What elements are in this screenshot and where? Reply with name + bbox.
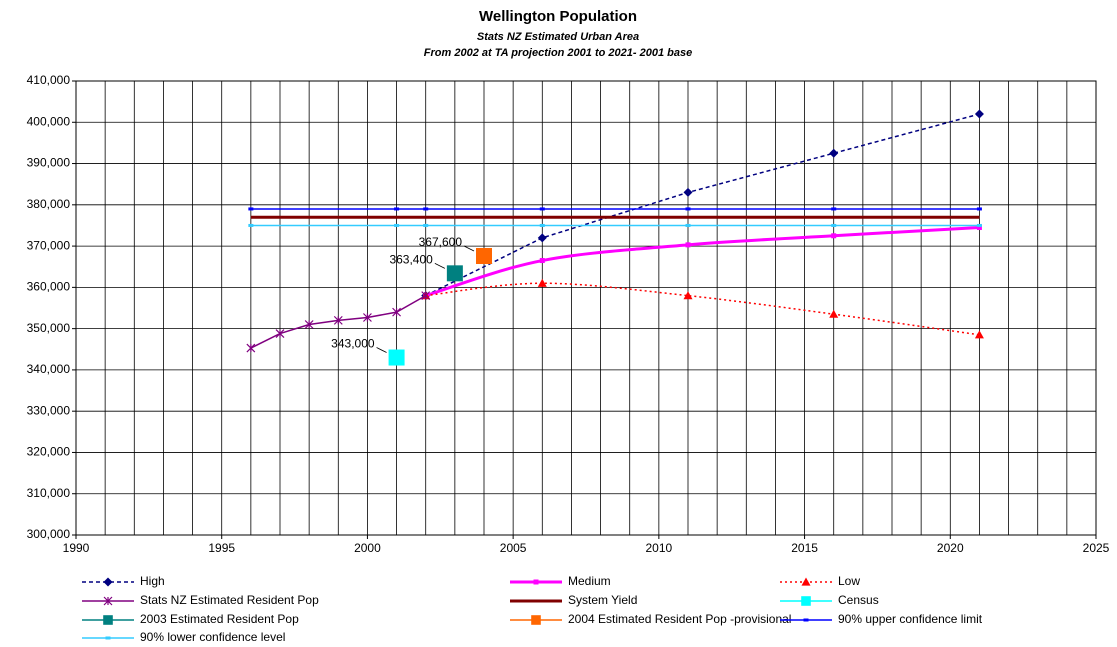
data-label: 367,600 <box>419 235 463 249</box>
marker <box>446 265 463 282</box>
marker <box>683 291 693 300</box>
series-line <box>425 226 980 298</box>
x-tick-label: 2015 <box>791 541 818 555</box>
marker <box>476 247 492 264</box>
y-tick-label: 310,000 <box>27 486 71 500</box>
legend-marker <box>103 577 113 587</box>
marker <box>394 207 400 211</box>
label-leader <box>376 347 387 353</box>
marker <box>539 207 545 211</box>
marker <box>246 343 256 353</box>
legend-marker <box>105 636 111 640</box>
legend-marker <box>103 596 113 606</box>
legend-label: 2004 Estimated Resident Pop -provisional <box>568 612 791 626</box>
marker <box>394 223 400 227</box>
marker <box>829 309 839 318</box>
marker <box>539 258 545 264</box>
marker <box>685 223 691 227</box>
marker <box>831 223 837 227</box>
y-tick-label: 350,000 <box>27 321 71 335</box>
series-line <box>425 282 980 336</box>
legend-marker <box>103 615 113 625</box>
y-tick-label: 380,000 <box>27 197 71 211</box>
data-label: 363,400 <box>389 253 433 267</box>
y-tick-label: 410,000 <box>27 73 71 87</box>
marker <box>388 349 405 366</box>
marker <box>976 207 982 211</box>
x-tick-label: 2005 <box>500 541 527 555</box>
y-tick-label: 300,000 <box>27 527 71 541</box>
x-tick-label: 1990 <box>63 541 90 555</box>
marker <box>831 233 837 239</box>
x-tick-label: 2000 <box>354 541 381 555</box>
label-leader <box>463 245 475 252</box>
marker <box>363 313 372 322</box>
y-tick-label: 370,000 <box>27 238 71 252</box>
marker <box>976 225 982 231</box>
data-label: 343,000 <box>331 337 375 351</box>
marker <box>333 315 343 325</box>
y-tick-label: 390,000 <box>27 156 71 170</box>
legend-label: Low <box>838 574 860 588</box>
chart-title: Wellington Population <box>479 8 637 25</box>
y-tick-label: 320,000 <box>27 445 71 459</box>
legend-label: 90% upper confidence limit <box>838 612 983 626</box>
legend-label: High <box>140 574 165 588</box>
legend-label: System Yield <box>568 593 637 607</box>
marker <box>423 207 429 211</box>
marker <box>685 207 691 211</box>
chart-subtitle: From 2002 at TA projection 2001 to 2021-… <box>424 47 692 59</box>
marker <box>974 330 984 339</box>
y-tick-label: 330,000 <box>27 403 71 417</box>
marker <box>829 148 839 158</box>
label-leader <box>434 262 446 269</box>
x-tick-label: 1995 <box>208 541 235 555</box>
y-tick-label: 400,000 <box>27 114 71 128</box>
marker <box>976 223 982 227</box>
marker <box>421 291 431 301</box>
legend-label: Medium <box>568 574 611 588</box>
legend-label: Census <box>838 593 879 607</box>
plot-border <box>75 80 1097 536</box>
marker <box>537 233 547 243</box>
marker <box>539 223 545 227</box>
y-tick-label: 340,000 <box>27 362 71 376</box>
marker <box>248 223 254 227</box>
marker <box>392 307 401 317</box>
marker <box>685 242 691 248</box>
legend-marker <box>533 579 539 585</box>
marker <box>423 223 429 227</box>
legend-marker <box>801 577 811 586</box>
x-tick-label: 2010 <box>646 541 673 555</box>
legend-label: 2003 Estimated Resident Pop <box>140 612 299 626</box>
x-tick-label: 2025 <box>1083 541 1110 555</box>
marker <box>974 109 984 119</box>
y-tick-label: 360,000 <box>27 280 71 294</box>
marker <box>537 278 547 287</box>
marker <box>683 187 693 197</box>
legend-label: Stats NZ Estimated Resident Pop <box>140 593 319 607</box>
chart-subtitle: Stats NZ Estimated Urban Area <box>477 31 639 43</box>
legend-label: 90% lower confidence level <box>140 630 285 644</box>
legend-marker <box>803 618 809 622</box>
marker <box>275 329 285 339</box>
marker <box>248 207 254 211</box>
legend-marker <box>801 596 811 606</box>
marker <box>831 207 837 211</box>
legend-marker <box>531 615 541 625</box>
marker <box>304 320 314 329</box>
x-tick-label: 2020 <box>937 541 964 555</box>
